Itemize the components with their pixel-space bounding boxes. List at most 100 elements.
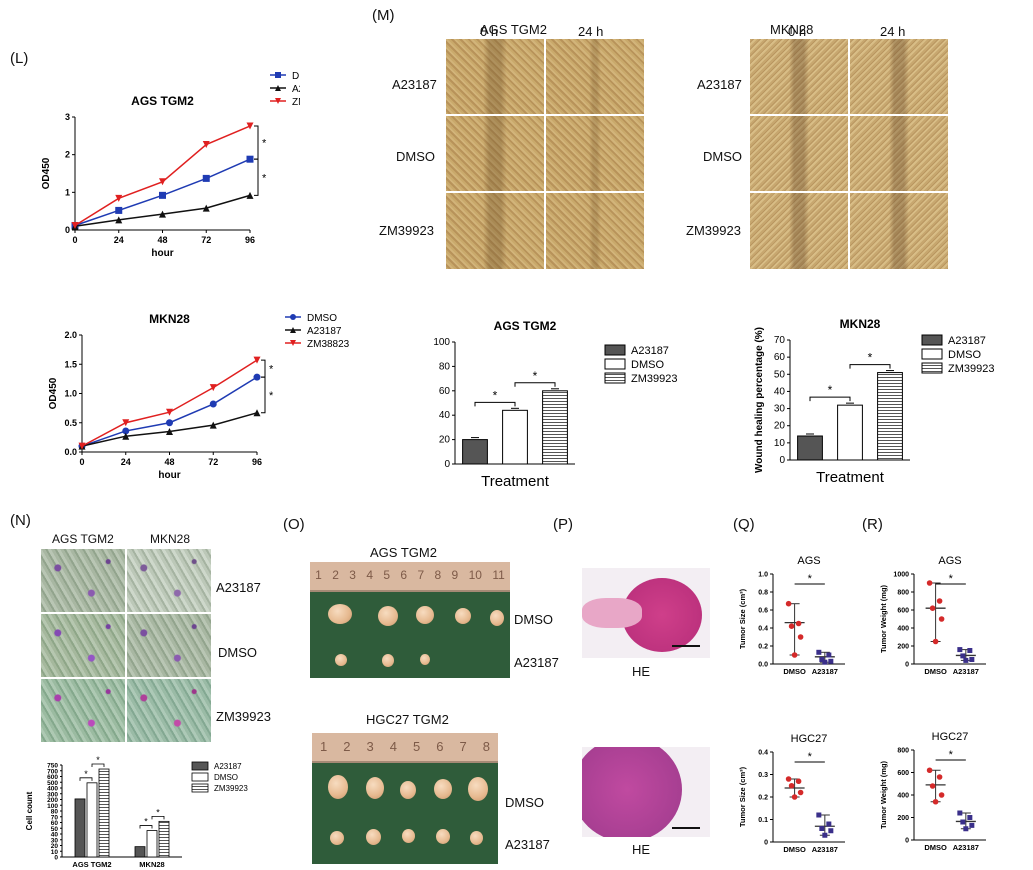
ruler-number: 2	[332, 568, 339, 582]
data-point	[788, 782, 795, 789]
m-row-zm39923: ZM39923	[686, 223, 741, 238]
bar	[462, 439, 488, 465]
scatter-tumor-size-hgc27: HGC27 0 0.1 0.2 0.3 0.4 Tumor Size (cm³) DMSO A2…	[738, 733, 845, 854]
y-tick-label: 10	[774, 438, 786, 449]
chart-title: MKN28	[840, 317, 881, 331]
y-axis-label: Tumor Weight (mg)	[879, 584, 888, 653]
m-col-title-ags: AGS TGM2	[480, 22, 547, 37]
chart-title: AGS	[797, 555, 820, 567]
y-axis-label: OD450	[48, 377, 59, 409]
y-tick-label: 0.2	[758, 795, 768, 802]
y-tick-label: 40	[774, 386, 786, 397]
significance-bracket	[849, 364, 891, 369]
y-tick-label: 200	[897, 815, 909, 822]
y-tick-label: 40	[439, 410, 451, 421]
data-point	[290, 327, 296, 333]
legend-swatch	[921, 348, 943, 360]
data-point	[115, 206, 123, 214]
y-tick-label: 600	[897, 608, 909, 615]
x-tick-label: 0	[72, 235, 77, 245]
x-axis-label: Treatment	[481, 473, 550, 490]
data-point	[797, 789, 804, 796]
significance-star: *	[949, 749, 954, 761]
wound-grid-mkn28	[749, 38, 949, 270]
legend-swatch	[921, 362, 943, 374]
legend-label: A23187	[307, 326, 342, 337]
ruler-number: 7	[417, 568, 425, 582]
ruler-number: 7	[459, 739, 467, 754]
y-tick-label: 700	[47, 768, 58, 775]
chart-title: AGS TGM2	[494, 319, 557, 333]
significance-star: *	[262, 172, 267, 184]
y-axis-label: OD450	[41, 157, 52, 189]
data-point	[159, 210, 166, 218]
data-point	[826, 821, 832, 827]
x-tick-label: 72	[208, 457, 218, 467]
data-point	[816, 649, 822, 655]
bar	[98, 768, 110, 858]
y-tick-label: 20	[774, 421, 786, 432]
significance-bracket	[254, 125, 259, 160]
significance-star: *	[156, 807, 160, 817]
scatter-tumor-size-ags: AGS 0.0 0.2 0.4 0.6 0.8 1.0 Tumor Size (cm³) DMS…	[738, 555, 845, 676]
data-point	[936, 598, 943, 604]
wound-image	[749, 115, 849, 192]
y-axis-label: Tumor Weight (mg)	[879, 760, 888, 829]
data-point	[253, 409, 261, 417]
data-point	[275, 98, 281, 104]
o-row-dmso: DMSO	[514, 612, 553, 627]
data-point	[822, 832, 828, 838]
bar	[74, 798, 86, 858]
legend-swatch	[604, 358, 626, 370]
data-point	[960, 819, 966, 825]
y-tick-label: 50	[51, 826, 59, 833]
x-tick-label: A23187	[812, 667, 838, 676]
y-tick-label: 800	[897, 748, 909, 755]
chart-title: HGC27	[932, 731, 969, 743]
n-col-title-ags: AGS TGM2	[52, 532, 114, 546]
legend-swatch	[604, 344, 626, 356]
m-row-zm39923: ZM39923	[379, 223, 434, 238]
legend-swatch	[921, 334, 943, 346]
n-row-zm39923: ZM39923	[216, 709, 271, 724]
significance-bracket	[151, 815, 165, 820]
data-point	[246, 122, 254, 130]
y-tick-label: 20	[51, 843, 59, 850]
data-point	[960, 653, 966, 659]
he-label: HE	[632, 842, 651, 857]
n-row-dmso: DMSO	[218, 645, 257, 660]
y-tick-label: 30	[51, 837, 59, 844]
ruler-number: 4	[389, 739, 397, 754]
data-point	[826, 652, 832, 658]
bar	[158, 820, 170, 858]
x-tick-label: 48	[164, 457, 174, 467]
data-point	[816, 812, 822, 818]
significance-star: *	[144, 817, 148, 827]
y-tick-label: 0.0	[64, 447, 77, 457]
wound-image	[545, 192, 645, 270]
y-tick-label: 0.3	[758, 772, 768, 779]
m-row-a23187: A23187	[392, 77, 437, 92]
ruler-number: 4	[366, 568, 373, 582]
x-tick-label: A23187	[953, 667, 979, 676]
data-point	[967, 815, 973, 820]
y-tick-label: 60	[51, 820, 59, 827]
legend-label: ZM39923	[292, 97, 300, 108]
scatter-tumor-weight-hgc27: HGC27 0 200 400 600 800 Tumor Weight (mg) DMSO A…	[879, 731, 986, 852]
wound-image	[545, 115, 645, 192]
he-stain-image	[582, 747, 710, 837]
y-tick-label: 0	[764, 840, 768, 847]
transwell-image	[40, 678, 126, 743]
y-tick-label: 400	[897, 793, 909, 800]
chart-title: AGS	[938, 555, 961, 567]
y-axis-label: Tumor Size (cm³)	[738, 588, 747, 649]
bar-chart-wound-mkn28: MKN28 0 10 20 30 40 50 60 70 Treatment Wound heali…	[754, 317, 994, 485]
y-tick-label: 1000	[893, 572, 909, 579]
data-point	[253, 356, 261, 364]
x-axis-label: hour	[158, 470, 180, 481]
wound-grid-ags	[445, 38, 645, 270]
y-tick-label: 0.1	[758, 817, 768, 824]
legend-label: A23187	[292, 84, 300, 95]
x-tick-label: 96	[252, 457, 262, 467]
data-point	[166, 419, 173, 427]
